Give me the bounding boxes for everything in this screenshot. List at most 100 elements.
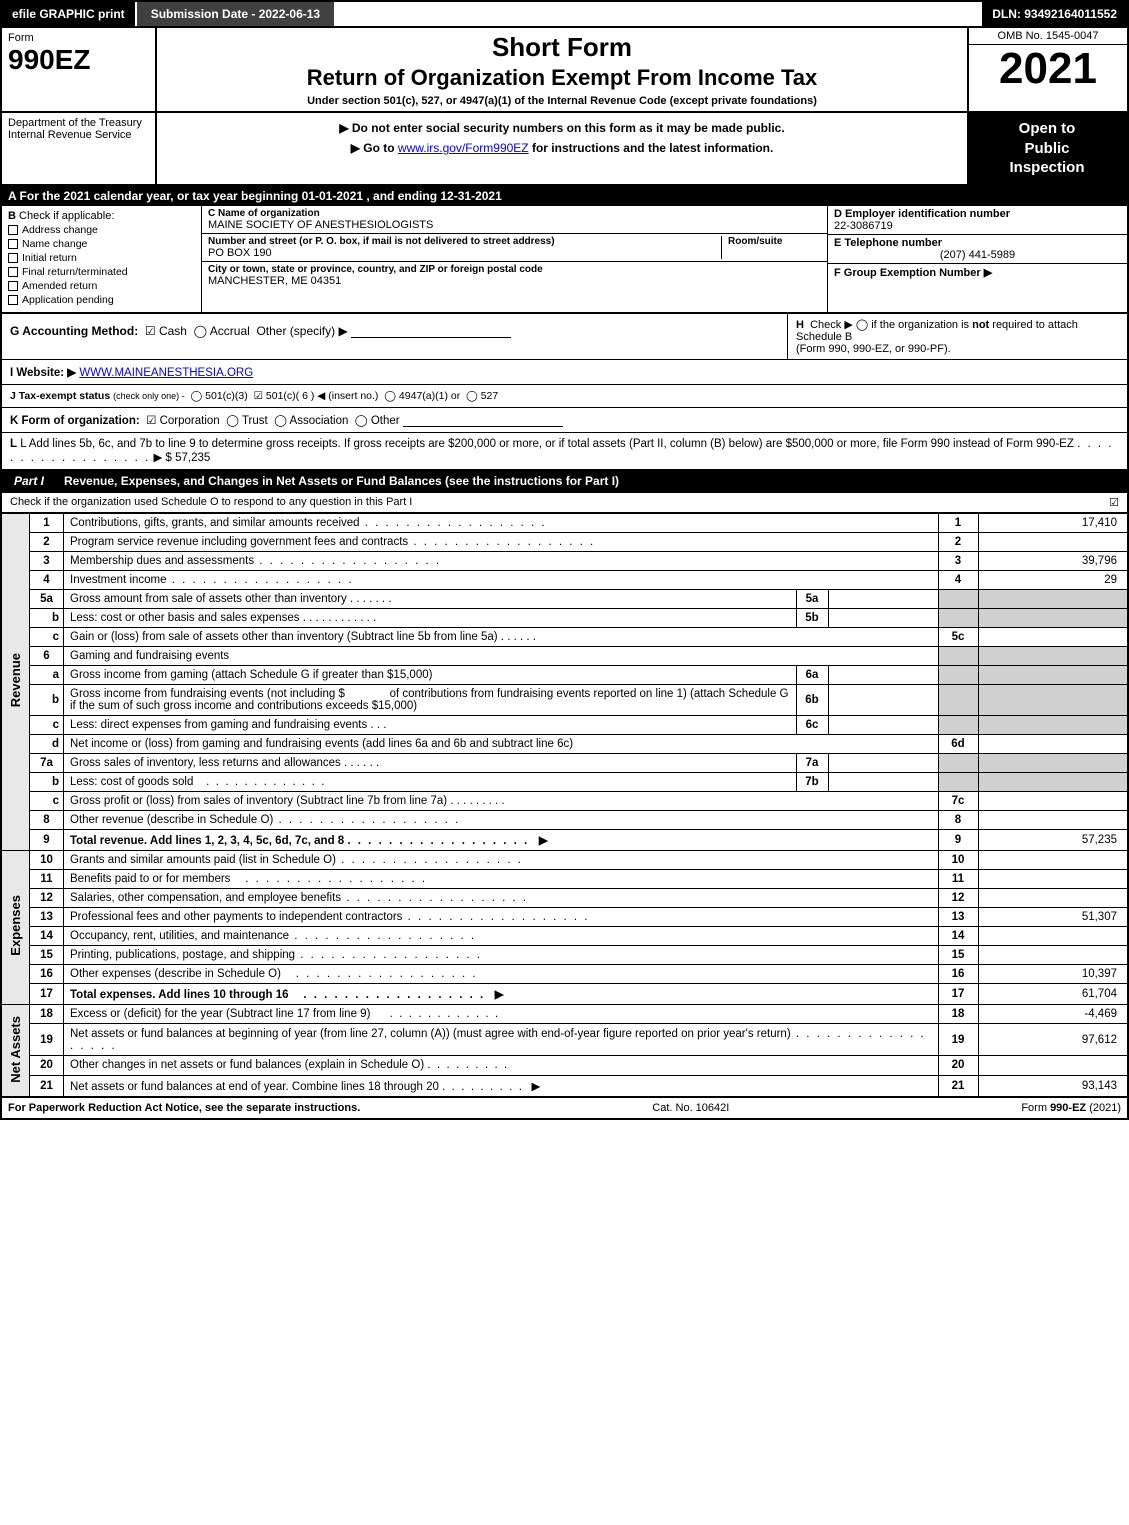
l1-val: 17,410: [978, 513, 1128, 532]
website-link[interactable]: WWW.MAINEANESTHESIA.ORG: [79, 367, 253, 379]
addr-label: Number and street (or P. O. box, if mail…: [208, 236, 721, 247]
dept-row: Department of the Treasury Internal Reve…: [0, 113, 1129, 186]
org-city-row: City or town, state or province, country…: [202, 262, 827, 289]
org-name-row: C Name of organization MAINE SOCIETY OF …: [202, 206, 827, 234]
header-right: OMB No. 1545-0047 2021: [967, 28, 1127, 111]
k-trust: Trust: [242, 415, 268, 427]
g-label: G Accounting Method:: [10, 324, 138, 338]
g-accrual: Accrual: [210, 324, 250, 338]
cb-name-change[interactable]: Name change: [8, 238, 195, 250]
line-10: Expenses 10 Grants and similar amounts p…: [1, 850, 1128, 869]
line-9: 9 Total revenue. Add lines 1, 2, 3, 4, 5…: [1, 829, 1128, 850]
part-1-check-text: Check if the organization used Schedule …: [10, 496, 412, 509]
h-text3: (Form 990, 990-EZ, or 990-PF).: [796, 343, 951, 355]
cb-final-return[interactable]: Final return/terminated: [8, 266, 195, 278]
footer-mid: Cat. No. 10642I: [652, 1102, 729, 1114]
top-bar-left: efile GRAPHIC print Submission Date - 20…: [2, 2, 334, 26]
line-6b: b Gross income from fundraising events (…: [1, 684, 1128, 715]
h-schedule-b: H Check ▶ ◯ if the organization is not r…: [787, 314, 1127, 359]
l1-desc: Contributions, gifts, grants, and simila…: [64, 513, 939, 532]
line-7a: 7a Gross sales of inventory, less return…: [1, 753, 1128, 772]
line-16: 16 Other expenses (describe in Schedule …: [1, 964, 1128, 983]
footer-right: Form 990-EZ (2021): [1021, 1102, 1121, 1114]
line-19: 19 Net assets or fund balances at beginn…: [1, 1024, 1128, 1056]
section-bcd: B Check if applicable: Address change Na…: [0, 206, 1129, 314]
top-bar: efile GRAPHIC print Submission Date - 20…: [0, 0, 1129, 28]
column-c: C Name of organization MAINE SOCIETY OF …: [202, 206, 827, 312]
header-left: Form 990EZ: [2, 28, 157, 111]
h-checkbox[interactable]: ◯: [856, 319, 868, 331]
header-mid: Short Form Return of Organization Exempt…: [157, 28, 967, 111]
line-5c: c Gain or (loss) from sale of assets oth…: [1, 627, 1128, 646]
inspection-l2: Public: [1024, 140, 1069, 157]
under-section: Under section 501(c), 527, or 4947(a)(1)…: [163, 95, 961, 107]
line-12: 12 Salaries, other compensation, and emp…: [1, 888, 1128, 907]
g-other: Other (specify) ▶: [256, 324, 347, 338]
line-6: 6 Gaming and fundraising events: [1, 646, 1128, 665]
dln-number: DLN: 93492164011552: [982, 2, 1127, 26]
line-15: 15 Printing, publications, postage, and …: [1, 945, 1128, 964]
org-addr-row: Number and street (or P. O. box, if mail…: [202, 234, 827, 262]
org-name-label: C Name of organization: [208, 208, 821, 219]
cb-address-change[interactable]: Address change: [8, 224, 195, 236]
part-1-header: Part I Revenue, Expenses, and Changes in…: [0, 471, 1129, 493]
k-other: Other: [371, 415, 400, 427]
g-accounting: G Accounting Method: ☑ Cash ◯ Accrual Ot…: [2, 314, 787, 359]
line-3: 3 Membership dues and assessments 3 39,7…: [1, 551, 1128, 570]
org-name: MAINE SOCIETY OF ANESTHESIOLOGISTS: [208, 219, 821, 231]
cb-amended-return[interactable]: Amended return: [8, 280, 195, 292]
part-1-table: Revenue 1 Contributions, gifts, grants, …: [0, 513, 1129, 1099]
sidebar-revenue: Revenue: [1, 513, 30, 850]
submission-date: Submission Date - 2022-06-13: [135, 2, 334, 26]
short-form-title: Short Form: [163, 32, 961, 63]
irs-link[interactable]: www.irs.gov/Form990EZ: [398, 141, 529, 155]
gh-row: G Accounting Method: ☑ Cash ◯ Accrual Ot…: [0, 314, 1129, 359]
l1-rnum: 1: [938, 513, 978, 532]
column-d: D Employer identification number 22-3086…: [827, 206, 1127, 312]
phone-row: E Telephone number (207) 441-5989: [828, 235, 1127, 264]
phone-value: (207) 441-5989: [834, 249, 1121, 261]
part-1-title: Revenue, Expenses, and Changes in Net As…: [56, 471, 1127, 491]
omb-number: OMB No. 1545-0047: [969, 28, 1127, 45]
cb-initial-return[interactable]: Initial return: [8, 252, 195, 264]
b-label: B: [8, 210, 16, 222]
line-2: 2 Program service revenue including gove…: [1, 532, 1128, 551]
group-label: F Group Exemption Number ▶: [834, 267, 992, 279]
line-4: 4 Investment income 4 29: [1, 570, 1128, 589]
warn-ssn: ▶ Do not enter social security numbers o…: [163, 121, 961, 135]
return-title: Return of Organization Exempt From Incom…: [163, 65, 961, 91]
line-6a: a Gross income from gaming (attach Sched…: [1, 665, 1128, 684]
cb-application-pending[interactable]: Application pending: [8, 294, 195, 306]
group-exemption-row: F Group Exemption Number ▶: [828, 264, 1127, 281]
dept-mid: ▶ Do not enter social security numbers o…: [157, 113, 967, 184]
room-label: Room/suite: [728, 236, 821, 247]
line-11: 11 Benefits paid to or for members 11: [1, 869, 1128, 888]
l-text: L Add lines 5b, 6c, and 7b to line 9 to …: [20, 438, 1074, 450]
h-label: H: [796, 319, 804, 331]
footer-row: For Paperwork Reduction Act Notice, see …: [0, 1098, 1129, 1120]
sidebar-net-assets: Net Assets: [1, 1004, 30, 1097]
line-8: 8 Other revenue (describe in Schedule O)…: [1, 810, 1128, 829]
ein-label: D Employer identification number: [834, 208, 1010, 220]
efile-print-button[interactable]: efile GRAPHIC print: [2, 2, 135, 26]
form-number: 990EZ: [8, 44, 149, 76]
row-a-tax-year: A For the 2021 calendar year, or tax yea…: [0, 186, 1129, 206]
line-5a: 5a Gross amount from sale of assets othe…: [1, 589, 1128, 608]
part-1-label: Part I: [2, 471, 56, 491]
part-1-checkbox[interactable]: ☑: [1109, 496, 1119, 509]
dept-line2: Internal Revenue Service: [8, 129, 132, 141]
j-tax-exempt-row: J Tax-exempt status (check only one) - ◯…: [0, 384, 1129, 407]
line-5b: b Less: cost or other basis and sales ex…: [1, 608, 1128, 627]
tax-year: 2021: [969, 45, 1127, 95]
line-13: 13 Professional fees and other payments …: [1, 907, 1128, 926]
line-7c: c Gross profit or (loss) from sales of i…: [1, 791, 1128, 810]
g-other-blank: [351, 324, 511, 338]
inspection-box: Open to Public Inspection: [967, 113, 1127, 184]
footer-left: For Paperwork Reduction Act Notice, see …: [8, 1102, 360, 1114]
inspection-l1: Open to: [1019, 120, 1076, 137]
l-value: 57,235: [175, 452, 210, 464]
k-label: K Form of organization:: [10, 415, 140, 427]
org-address: PO BOX 190: [208, 247, 721, 259]
phone-label: E Telephone number: [834, 237, 942, 249]
dept-line1: Department of the Treasury: [8, 117, 142, 129]
